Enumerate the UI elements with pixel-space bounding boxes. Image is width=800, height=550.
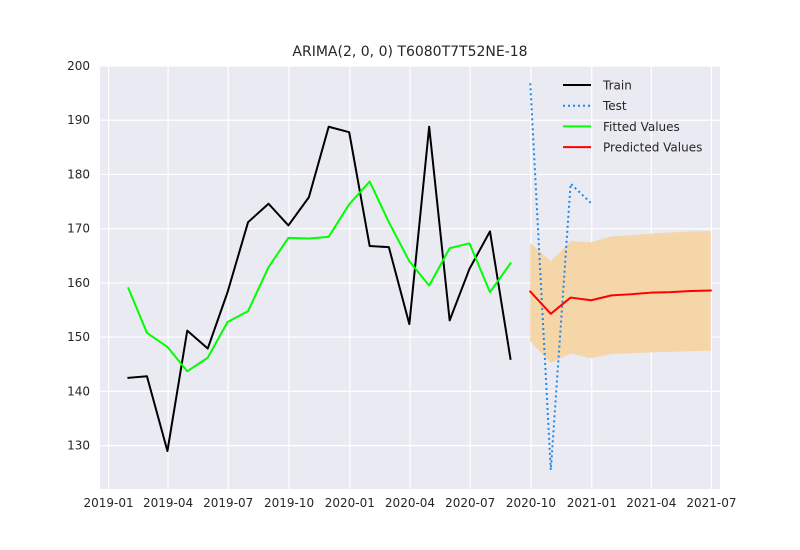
y-tick-label: 150 xyxy=(67,330,90,344)
y-axis: 130 140 150 160 170 180 190 200 xyxy=(67,59,90,453)
confidence-band-area xyxy=(530,230,711,364)
legend-label: Predicted Values xyxy=(603,141,702,155)
x-tick-label: 2021-01 xyxy=(567,496,617,510)
x-tick-label: 2021-07 xyxy=(686,496,736,510)
legend-label: Fitted Values xyxy=(603,120,680,134)
series-line-predicted-values xyxy=(528,289,712,315)
series-line-fitted-values xyxy=(127,180,512,373)
chart-title: ARIMA(2, 0, 0) T6080T7T52NE-18 xyxy=(292,44,527,60)
y-tick-label: 190 xyxy=(67,113,90,127)
y-tick-label: 130 xyxy=(67,439,90,453)
legend-label: Test xyxy=(602,99,627,113)
x-tick-label: 2019-04 xyxy=(143,496,193,510)
x-tick-label: 2019-10 xyxy=(264,496,314,510)
x-tick-label: 2019-01 xyxy=(84,496,134,510)
series-line-test xyxy=(529,83,592,472)
series-line-train xyxy=(127,125,512,453)
series-lines xyxy=(127,83,712,472)
x-tick-label: 2020-01 xyxy=(325,496,375,510)
x-tick-label: 2019-07 xyxy=(203,496,253,510)
y-tick-label: 140 xyxy=(67,384,90,398)
x-tick-label: 2021-04 xyxy=(626,496,676,510)
y-tick-label: 160 xyxy=(67,276,90,290)
legend: Train Test Fitted Values Predicted Values xyxy=(563,79,702,155)
x-tick-label: 2020-04 xyxy=(385,496,435,510)
x-axis: 2019-01 2019-04 2019-07 2019-10 2020-01 2020-… xyxy=(84,496,737,510)
x-tick-label: 2020-10 xyxy=(506,496,556,510)
y-tick-label: 180 xyxy=(67,167,90,181)
x-tick-label: 2020-07 xyxy=(445,496,495,510)
confidence-band xyxy=(530,230,711,364)
y-tick-label: 200 xyxy=(67,59,90,73)
legend-label: Train xyxy=(602,79,632,93)
y-tick-label: 170 xyxy=(67,222,90,236)
